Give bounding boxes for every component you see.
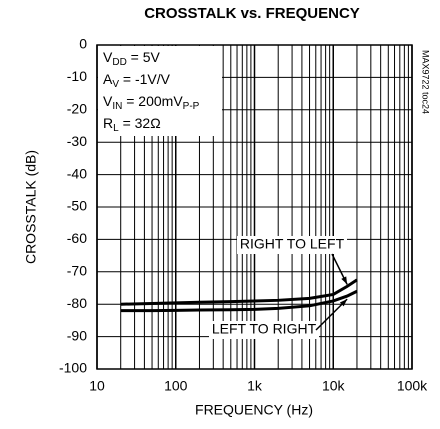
subscript: IN — [112, 101, 122, 112]
chart-title: CROSSTALK vs. FREQUENCY — [144, 5, 360, 22]
y-tick-label: -70 — [67, 263, 87, 279]
y-tick-label: -10 — [67, 68, 87, 84]
y-tick-label: -50 — [67, 198, 87, 214]
subscript: P-P — [183, 101, 200, 112]
x-tick-label: 10 — [89, 378, 105, 394]
x-tick-label: 1k — [247, 378, 263, 394]
condition: AV = -1V/V — [103, 71, 171, 90]
side-note: MAX9722 toc24 — [421, 50, 431, 114]
subscript: DD — [112, 57, 126, 68]
condition-text: = -1V/V — [119, 71, 171, 87]
condition-text: V — [103, 49, 113, 65]
condition: VIN = 200mVP-P — [103, 93, 200, 112]
condition-text: A — [103, 71, 113, 87]
y-tick-label: -40 — [67, 165, 87, 181]
data-line — [120, 278, 358, 306]
y-tick-label: -90 — [67, 327, 87, 343]
condition-text: = 32Ω — [119, 115, 161, 131]
subscript: V — [112, 79, 119, 90]
y-tick-label: -60 — [67, 230, 87, 246]
x-tick-label: 10k — [322, 378, 346, 394]
condition-text: = 5V — [127, 49, 161, 65]
y-tick-label: -30 — [67, 133, 87, 149]
arrow-head — [339, 299, 348, 307]
x-tick-label: 100k — [397, 378, 428, 394]
label-bg — [237, 236, 347, 254]
condition: RL = 32Ω — [103, 115, 161, 134]
legend-label: LEFT TO RIGHT — [212, 321, 317, 337]
legend-label: RIGHT TO LEFT — [240, 236, 345, 252]
conditions-box — [98, 46, 222, 136]
plot-frame — [96, 44, 413, 370]
x-tick-label: 100 — [164, 378, 188, 394]
data-line — [120, 289, 358, 313]
condition-text: = 200mV — [122, 93, 183, 109]
condition-text: R — [103, 115, 113, 131]
subscript: L — [113, 123, 119, 134]
y-tick-label: -80 — [67, 295, 87, 311]
y-tick-label: -20 — [67, 101, 87, 117]
y-tick-label: 0 — [79, 36, 87, 52]
condition-text: V — [103, 93, 113, 109]
x-axis-label: FREQUENCY (Hz) — [195, 402, 313, 418]
y-tick-label: -100 — [59, 360, 87, 376]
label-bg — [209, 321, 319, 339]
arrow-head — [341, 276, 348, 285]
y-axis-label: CROSSTALK (dB) — [23, 150, 39, 264]
condition: VDD = 5V — [103, 49, 161, 68]
